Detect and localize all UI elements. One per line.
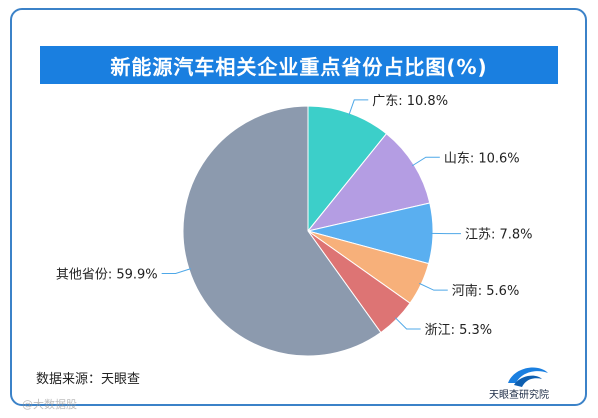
- slice-label-0: 广东: 10.8%: [372, 94, 448, 109]
- chart-frame: [10, 8, 587, 406]
- pie-slices: [182, 105, 434, 357]
- slice-labels: 广东: 10.8% 山东: 10.6% 江苏: 7.8% 河南: 5.6% 浙江: 5.…: [56, 94, 533, 338]
- chart-title: 新能源汽车相关企业重点省份占比图(%): [110, 54, 488, 79]
- label-leader-lines: [161, 99, 461, 330]
- leader-line-0: [348, 99, 369, 116]
- leader-line-4: [394, 317, 421, 330]
- slice-label-3: 河南: 5.6%: [452, 283, 520, 299]
- slice-label-1: 山东: 10.6%: [444, 151, 520, 166]
- brand-name: 天眼查研究院: [489, 390, 549, 401]
- slice-label-4: 浙江: 5.3%: [425, 323, 493, 338]
- leader-line-3: [419, 282, 448, 291]
- slice-label-5: 其他省份: 59.9%: [56, 268, 158, 283]
- leader-line-1: [411, 156, 440, 167]
- title-bar: 新能源汽车相关企业重点省份占比图(%): [40, 46, 558, 84]
- tianyancha-logo-icon: [508, 367, 548, 387]
- leader-line-5: [161, 268, 192, 275]
- slice-label-2: 江苏: 7.8%: [465, 227, 533, 243]
- data-source: 数据来源：天眼查: [36, 372, 141, 387]
- watermark: @大数据股: [22, 398, 77, 411]
